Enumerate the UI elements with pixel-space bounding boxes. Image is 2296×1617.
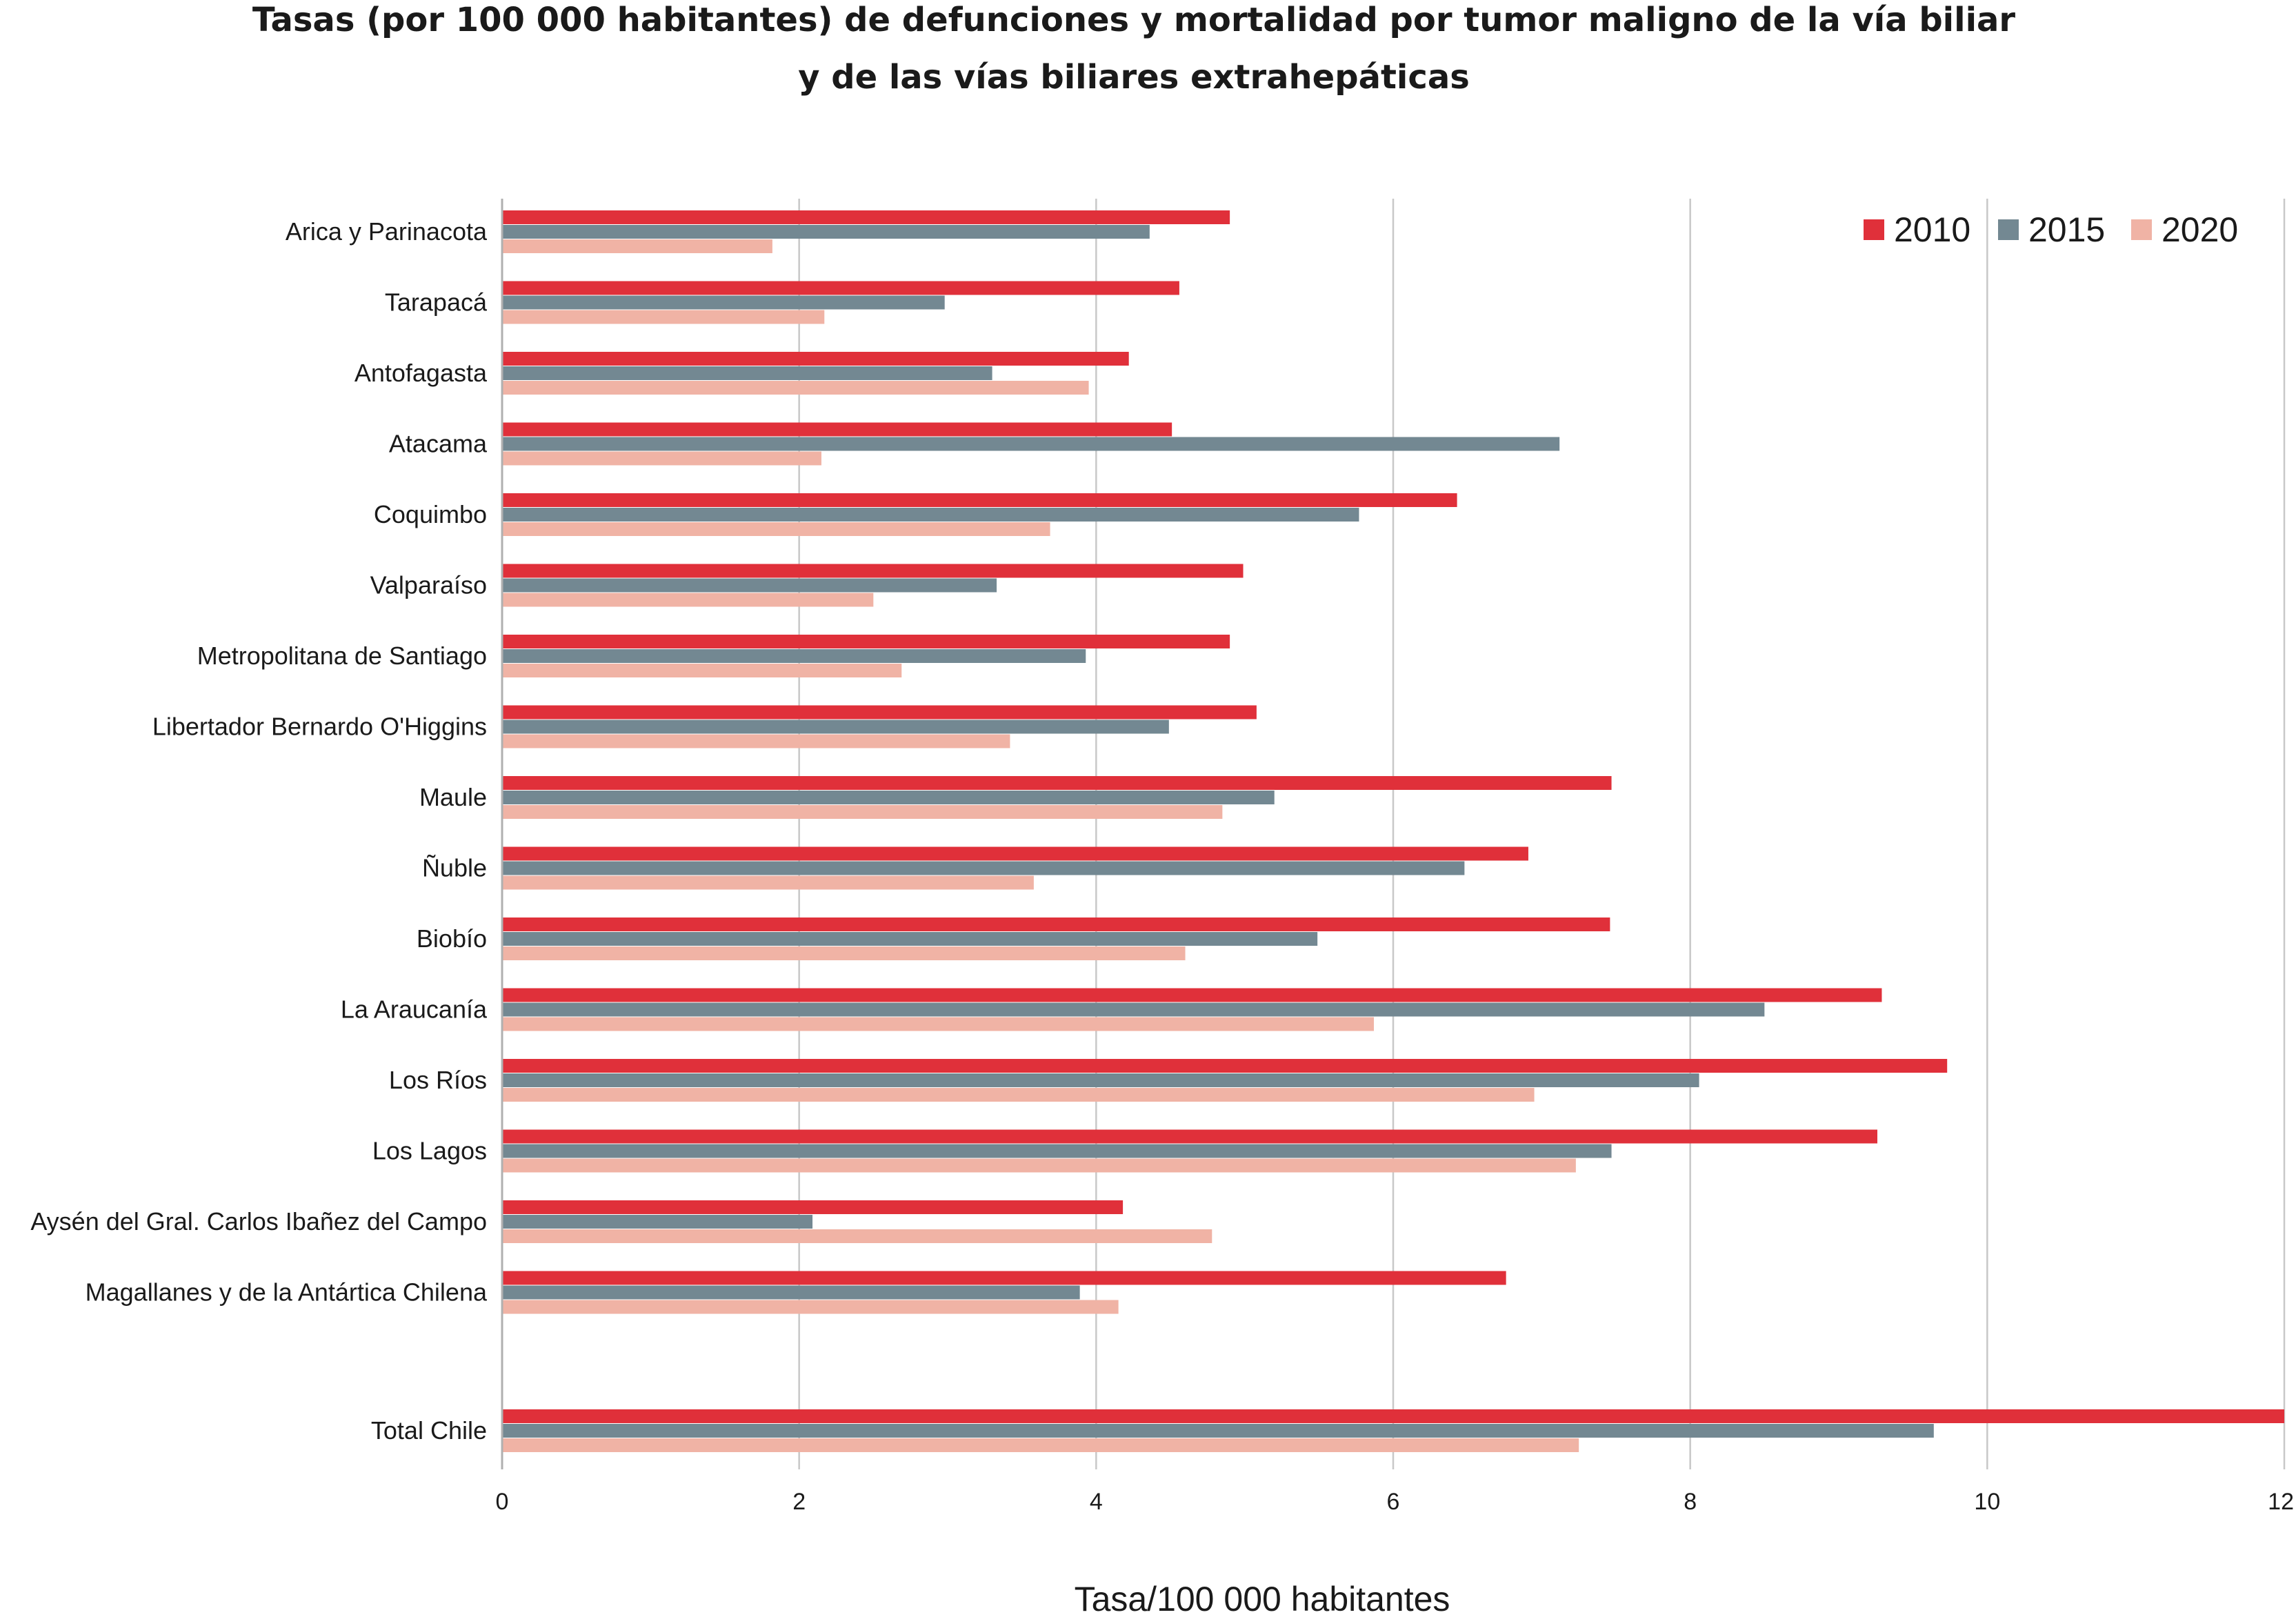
category-label-13: Los Lagos xyxy=(372,1137,487,1165)
bar-2020-14 xyxy=(502,1229,1212,1243)
chart-title-line-1: Tasas (por 100 000 habitantes) de defunc… xyxy=(252,1,2016,39)
category-label-10: Biobío xyxy=(417,924,487,953)
bar-2020-8 xyxy=(502,805,1223,819)
bar-2020-5 xyxy=(502,593,874,607)
x-tick-label-12: 12 xyxy=(2268,1489,2294,1515)
bar-2010-4 xyxy=(502,493,1457,507)
category-label-8: Maule xyxy=(419,783,487,811)
bar-2020-4 xyxy=(502,522,1050,536)
bar-2015-11 xyxy=(502,1002,1765,1017)
category-label-7: Libertador Bernardo O'Higgins xyxy=(152,713,487,741)
bar-2010-11 xyxy=(502,988,1882,1002)
bar-2015-15 xyxy=(502,1285,1080,1300)
x-tick-label-0: 0 xyxy=(496,1489,509,1515)
x-tick-label-2: 2 xyxy=(792,1489,806,1515)
bar-2020-15 xyxy=(502,1300,1119,1314)
bar-2010-2 xyxy=(502,352,1129,366)
legend-swatch-2015 xyxy=(1998,219,2019,240)
bar-2015-9 xyxy=(502,861,1465,875)
bar-2020-13 xyxy=(502,1158,1576,1173)
bar-2015-2 xyxy=(502,366,992,380)
bar-2010-9 xyxy=(502,846,1528,861)
bar-2020-10 xyxy=(502,946,1186,960)
bar-2015-3 xyxy=(502,437,1560,451)
legend-swatch-2020 xyxy=(2131,219,2152,240)
bar-2010-12 xyxy=(502,1059,1948,1073)
x-tick-label-6: 6 xyxy=(1387,1489,1400,1515)
bar-2020-9 xyxy=(502,875,1034,890)
bar-2010-14 xyxy=(502,1200,1124,1214)
bar-2015-1 xyxy=(502,295,945,310)
bar-2010-15 xyxy=(502,1271,1506,1285)
legend-label-2010: 2010 xyxy=(1894,210,1970,249)
category-label-0: Arica y Parinacota xyxy=(286,217,488,246)
category-label-4: Coquimbo xyxy=(374,500,487,528)
bar-2010-7 xyxy=(502,705,1257,720)
bar-2015-4 xyxy=(502,508,1359,522)
x-tick-labels: 0 2 4 6 8 10 12 xyxy=(496,1489,2294,1515)
bar-2015-13 xyxy=(502,1144,1612,1158)
chart-title: Tasas (por 100 000 habitantes) de defunc… xyxy=(252,1,2016,97)
bar-2010-0 xyxy=(502,210,1230,224)
bar-2015-12 xyxy=(502,1073,1699,1087)
bar-2020-11 xyxy=(502,1017,1375,1031)
bar-2020-7 xyxy=(502,734,1010,748)
bar-2020-6 xyxy=(502,664,902,677)
gridlines xyxy=(798,199,2286,1469)
legend: 2010 2015 2020 xyxy=(1864,210,2238,249)
bar-2015-0 xyxy=(502,225,1150,239)
x-tick-label-8: 8 xyxy=(1684,1489,1697,1515)
legend-label-2020: 2020 xyxy=(2162,210,2238,249)
category-label-15: Magallanes y de la Antártica Chilena xyxy=(86,1278,488,1307)
bar-2020-1 xyxy=(502,310,825,324)
legend-swatch-2010 xyxy=(1864,219,1884,240)
x-tick-label-4: 4 xyxy=(1090,1489,1103,1515)
category-labels: Arica y Parinacota Tarapacá Antofagasta Ata… xyxy=(30,217,488,1445)
bar-2010-5 xyxy=(502,564,1244,578)
bar-2010-6 xyxy=(502,635,1230,648)
x-axis-title: Tasa/100 000 habitantes xyxy=(1075,1580,1450,1617)
category-label-11: La Araucanía xyxy=(341,995,488,1024)
bar-2010-13 xyxy=(502,1129,1877,1144)
category-label-12: Los Ríos xyxy=(389,1066,487,1094)
category-label-9: Ñuble xyxy=(422,854,487,882)
category-label-14: Aysén del Gral. Carlos Ibañez del Campo xyxy=(30,1207,487,1236)
bar-2015-5 xyxy=(502,578,997,593)
category-label-1: Tarapacá xyxy=(385,288,488,317)
bar-2010-1 xyxy=(502,281,1179,295)
category-label-2: Antofagasta xyxy=(355,359,488,387)
bar-2010-16 xyxy=(502,1409,2284,1423)
bar-2015-10 xyxy=(502,932,1318,946)
category-label-16: Total Chile xyxy=(371,1416,487,1445)
bar-2015-7 xyxy=(502,720,1169,734)
bar-2020-12 xyxy=(502,1088,1535,1102)
bar-2020-16 xyxy=(502,1438,1579,1452)
bar-2020-2 xyxy=(502,381,1089,395)
category-label-5: Valparaíso xyxy=(370,571,487,599)
legend-label-2015: 2015 xyxy=(2028,210,2105,249)
bar-2015-14 xyxy=(502,1215,813,1229)
bar-2010-8 xyxy=(502,776,1612,790)
bar-2010-3 xyxy=(502,422,1172,437)
bar-2015-8 xyxy=(502,791,1275,804)
bar-2015-16 xyxy=(502,1424,1934,1438)
bar-2010-10 xyxy=(502,917,1610,931)
bar-2015-6 xyxy=(502,649,1086,663)
category-label-6: Metropolitana de Santiago xyxy=(197,642,487,670)
bar-2020-3 xyxy=(502,451,821,466)
bars xyxy=(502,210,2284,1452)
category-label-3: Atacama xyxy=(389,430,488,458)
x-tick-label-10: 10 xyxy=(1974,1489,2000,1515)
bar-2020-0 xyxy=(502,239,772,253)
chart-title-line-2: y de las vías biliares extrahepáticas xyxy=(798,58,1470,97)
